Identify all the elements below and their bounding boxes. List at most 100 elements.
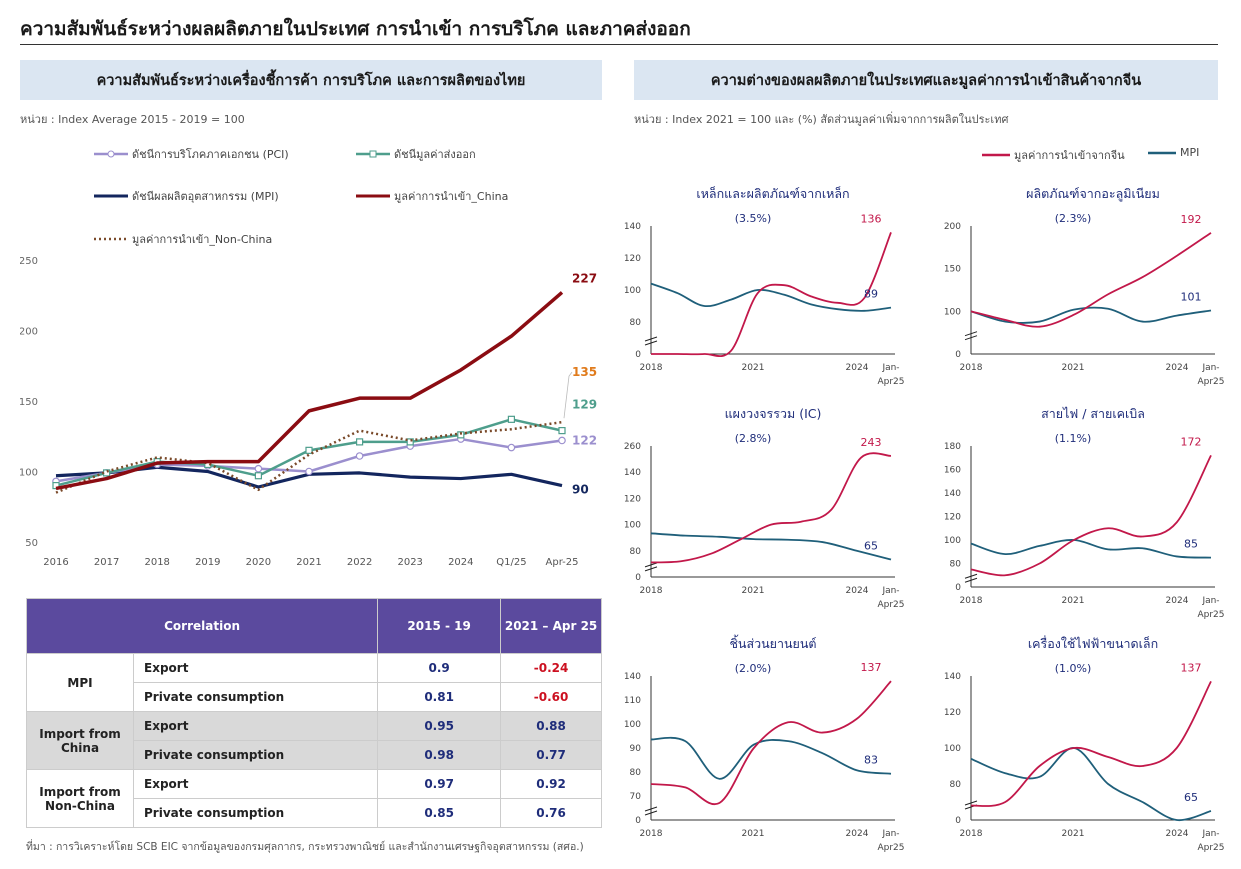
table-cell: 0.76 [500, 798, 602, 828]
x-tick-label: Apr25 [877, 377, 904, 387]
small-chart-cable: สายไฟ / สายเคเบิล (1.1%) 0 80 100 120 140 160 18… [944, 406, 1225, 620]
data-point-export [356, 438, 364, 446]
series-line-import-china [650, 680, 892, 806]
table-row: Import from China Export 0.95 0.88 [26, 711, 602, 770]
end-label-import: 192 [1181, 213, 1202, 226]
y-tick-label: 80 [630, 768, 642, 778]
x-tick-label: 2024 [1166, 829, 1189, 839]
end-label-export: 129 [572, 398, 597, 412]
legend-label-export: ดัชนีมูลค่าส่งออก [394, 148, 476, 161]
y-tick-label: 100 [624, 286, 641, 296]
legend-label-mpi-small: MPI [1180, 146, 1200, 159]
indicator-label: Private consumption [132, 740, 379, 770]
small-chart-appliances: เครื่องใช้ไฟฟ้าขนาดเล็ก (1.0%) 0 80 100 120 14… [944, 635, 1225, 853]
share-label: (2.0%) [735, 662, 772, 675]
legend-item-mpi-small: MPI [1148, 146, 1199, 159]
end-label-china: 227 [572, 271, 597, 285]
axis-break-icon [644, 562, 658, 572]
group-label-mpi: MPI [26, 653, 134, 712]
table-cell: 0.92 [500, 769, 602, 799]
series-line-mpi [970, 747, 1212, 822]
data-point-export [406, 438, 414, 446]
leader-line [563, 371, 573, 419]
correlation-table: Correlation 2015 - 19 2021 – Apr 25 MPI … [25, 598, 602, 828]
y-tick-label: 80 [950, 560, 962, 570]
table-row: Private consumption 0.81 -0.60 [27, 682, 602, 712]
y-tick-label: 140 [944, 489, 961, 499]
y-tick-label: 0 [635, 350, 641, 360]
x-tick-label: 2020 [246, 557, 271, 568]
indicator-label: Export [132, 711, 379, 741]
series-line-mpi [970, 539, 1212, 559]
y-tick-label: 120 [944, 513, 961, 523]
legend-swatch-mpi-small [1148, 151, 1176, 154]
y-tick-label: 0 [955, 583, 961, 593]
table-cell: 0.95 [377, 711, 502, 741]
table-row: Private consumption 0.98 0.77 [27, 740, 602, 770]
x-tick-label: 2021 [1062, 829, 1085, 839]
y-tick-label: 160 [944, 466, 961, 476]
table-cell: 0.81 [377, 682, 502, 712]
table-header-row: Correlation 2015 - 19 2021 – Apr 25 [25, 598, 602, 654]
y-tick-label: 100 [20, 468, 38, 479]
page-title: ความสัมพันธ์ระหว่างผลผลิตภายในประเทศ การ… [20, 18, 691, 40]
series-line-nonchina [55, 420, 563, 494]
x-tick-label: 2021 [742, 829, 765, 839]
legend-item-nonchina: มูลค่าการนำเข้า_Non-China [94, 230, 272, 248]
data-point-pci [305, 467, 313, 476]
source-note: ที่มา : การวิเคราะห์โดย SCB EIC จากข้อมู… [26, 841, 584, 853]
legend-label-nonchina: มูลค่าการนำเข้า_Non-China [132, 233, 273, 246]
x-tick-label: 2021 [742, 586, 765, 596]
legend-swatch-export [356, 150, 390, 158]
chart-title: แผงวงจรรวม (IC) [725, 406, 822, 421]
x-tick-label: 2024 [448, 557, 473, 568]
legend-item-pci: ดัชนีการบริโภคภาคเอกชน (PCI) [94, 145, 289, 163]
y-tick-label: 80 [630, 318, 642, 328]
y-tick-label: 90 [630, 744, 642, 754]
x-tick-label: 2018 [960, 829, 983, 839]
x-tick-label: 2016 [43, 557, 68, 568]
y-tick-label: 260 [624, 442, 641, 452]
y-tick-label: 100 [624, 720, 641, 730]
data-point-pci [254, 464, 263, 473]
y-tick-label: 0 [955, 350, 961, 360]
legend-item-import-china: มูลค่าการนำเข้าจากจีน [982, 146, 1125, 164]
table-cell: 0.77 [500, 740, 602, 770]
y-tick-label: 0 [635, 816, 641, 826]
y-tick-label: 180 [944, 442, 961, 452]
x-tick-label: 2019 [195, 557, 220, 568]
legend-item-china: มูลค่าการนำเข้า_China [356, 187, 508, 205]
right-unit-note: หน่วย : Index 2021 = 100 และ (%) สัดส่วน… [634, 113, 1009, 126]
small-chart-steel: เหล็กและผลิตภัณฑ์จากเหล็ก (3.5%) 0 80 100 120… [624, 186, 905, 387]
share-label: (3.5%) [735, 212, 772, 225]
indicator-label: Export [132, 769, 379, 799]
legend-swatch-pci [94, 150, 128, 158]
x-tick-label: 2018 [640, 363, 663, 373]
legend-label-mpi: ดัชนีผลผลิตอุตสาหกรรม (MPI) [132, 190, 279, 203]
legend-swatch-china [356, 194, 390, 198]
end-label-mpi: 65 [864, 540, 878, 553]
share-label: (2.8%) [735, 432, 772, 445]
x-tick-label: 2018 [144, 557, 169, 568]
series-line-import-china [970, 454, 1212, 577]
end-label-mpi: 65 [1184, 791, 1198, 804]
left-panel-heading: ความสัมพันธ์ระหว่างเครื่องชี้การค้า การบ… [20, 60, 602, 100]
share-label: (1.0%) [1055, 662, 1092, 675]
x-tick-label: Apr25 [1197, 377, 1224, 387]
end-label-import: 137 [1181, 661, 1202, 674]
small-chart-ic: แผงวงจรรวม (IC) (2.8%) 0 80 100 120 140 260 2018… [624, 406, 905, 610]
data-point-pci [558, 436, 566, 445]
legend-swatch-import-china [982, 153, 1010, 157]
group-label-import-china: Import from China [26, 711, 134, 770]
chart-title: สายไฟ / สายเคเบิล [1041, 406, 1145, 421]
table-row: Import from Non-China Export 0.97 0.92 [26, 769, 602, 828]
x-tick-label: Apr25 [1197, 843, 1224, 853]
y-tick-label: 120 [624, 254, 641, 264]
series-line-import-china [970, 680, 1212, 807]
table-cell: -0.60 [500, 682, 602, 712]
table-header-period-1: 2015 - 19 [377, 598, 502, 654]
y-tick-label: 80 [630, 547, 642, 557]
end-label-mpi: 85 [1184, 538, 1198, 551]
y-tick-label: 200 [20, 327, 38, 338]
series-line-china [55, 291, 564, 491]
